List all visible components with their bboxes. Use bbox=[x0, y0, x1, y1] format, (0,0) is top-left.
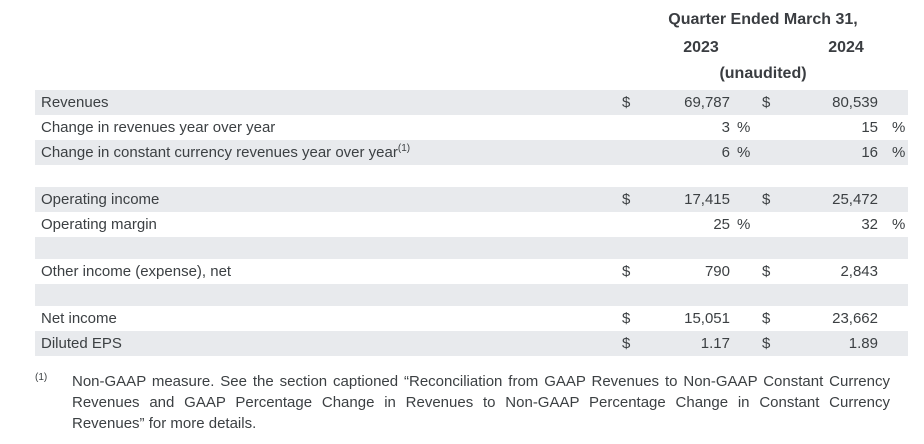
currency-symbol-2024: $ bbox=[762, 335, 771, 352]
value-2024: 80,539 bbox=[832, 94, 878, 111]
footnote-line: Revenues” for more details. bbox=[72, 415, 257, 432]
value-2024: 32 bbox=[861, 216, 878, 233]
currency-symbol-2023: $ bbox=[622, 310, 631, 327]
value-2024: 25,472 bbox=[832, 191, 878, 208]
footnote-marker: (1) bbox=[35, 372, 48, 383]
row-label: Operating income bbox=[41, 191, 160, 208]
suffix-2024: % bbox=[892, 119, 906, 136]
table-row-revenues: Revenues $ 69,787 $ 80,539 bbox=[35, 90, 908, 115]
row-label: Revenues bbox=[41, 94, 109, 111]
period-header: Quarter Ended March 31, bbox=[668, 11, 858, 28]
value-2023: 3 bbox=[721, 119, 730, 136]
currency-symbol-2023: $ bbox=[622, 191, 631, 208]
footnote-text: Non-GAAP measure. See the section captio… bbox=[72, 371, 890, 434]
currency-symbol-2023: $ bbox=[622, 335, 631, 352]
value-2024: 15 bbox=[861, 119, 878, 136]
blank-row bbox=[35, 165, 908, 187]
footnote-line: Revenues and GAAP Percentage Change in R… bbox=[72, 394, 890, 411]
unaudited-note: (unaudited) bbox=[719, 65, 807, 82]
suffix-2023: % bbox=[737, 144, 751, 161]
currency-symbol-2023: $ bbox=[622, 94, 631, 111]
footnote: (1) Non-GAAP measure. See the section ca… bbox=[35, 371, 890, 434]
currency-symbol-2024: $ bbox=[762, 191, 771, 208]
table-row-diluted-eps: Diluted EPS $ 1.17 $ 1.89 bbox=[35, 331, 908, 356]
header-spacer bbox=[756, 34, 784, 61]
table-row-operating-margin: Operating margin 25 % 32 % bbox=[35, 212, 908, 237]
row-label: Change in constant currency revenues yea… bbox=[35, 143, 618, 162]
footnote-reference: (1) bbox=[397, 143, 411, 154]
row-label: Diluted EPS bbox=[41, 335, 122, 352]
currency-symbol-2024: $ bbox=[762, 310, 771, 327]
column-header-2023: 2023 bbox=[683, 39, 719, 56]
row-label: Net income bbox=[41, 310, 117, 327]
table-row-other-income: Other income (expense), net $ 790 $ 2,84… bbox=[35, 259, 908, 284]
value-2024: 1.89 bbox=[848, 335, 878, 352]
table-header: Quarter Ended March 31, 2023 2024 (unaud… bbox=[618, 6, 908, 90]
value-2023: 25 bbox=[713, 216, 730, 233]
row-label-text: Change in constant currency revenues yea… bbox=[41, 144, 398, 161]
value-2023: 15,051 bbox=[684, 310, 730, 327]
value-2023: 1.17 bbox=[700, 335, 730, 352]
suffix-2024: % bbox=[892, 144, 906, 161]
row-label: Change in revenues year over year bbox=[41, 119, 276, 136]
row-label: Operating margin bbox=[41, 216, 157, 233]
value-2023: 6 bbox=[721, 144, 730, 161]
footnote-line: Non-GAAP measure. See the section captio… bbox=[72, 373, 890, 390]
value-2023: 17,415 bbox=[684, 191, 730, 208]
suffix-2023: % bbox=[737, 119, 751, 136]
year-header-row: 2023 2024 bbox=[618, 34, 908, 61]
table-row-net-income: Net income $ 15,051 $ 23,662 bbox=[35, 306, 908, 331]
value-2024: 16 bbox=[861, 144, 878, 161]
results-table: Quarter Ended March 31, 2023 2024 (unaud… bbox=[35, 0, 908, 356]
currency-symbol-2024: $ bbox=[762, 94, 771, 111]
table-row-operating-income: Operating income $ 17,415 $ 25,472 bbox=[35, 187, 908, 212]
suffix-2024: % bbox=[892, 216, 906, 233]
value-2024: 2,843 bbox=[840, 263, 878, 280]
row-label: Other income (expense), net bbox=[41, 263, 232, 280]
currency-symbol-2024: $ bbox=[762, 263, 771, 280]
table-row-change-in-revenues: Change in revenues year over year 3 % 15… bbox=[35, 115, 908, 140]
column-header-2024: 2024 bbox=[828, 39, 864, 56]
blank-row-shaded bbox=[35, 284, 908, 306]
value-2023: 790 bbox=[704, 263, 730, 280]
value-2024: 23,662 bbox=[832, 310, 878, 327]
header-spacer bbox=[618, 34, 646, 61]
blank-row-shaded bbox=[35, 237, 908, 259]
value-2023: 69,787 bbox=[684, 94, 730, 111]
currency-symbol-2023: $ bbox=[622, 263, 631, 280]
table-row-change-constant-currency: Change in constant currency revenues yea… bbox=[35, 140, 908, 165]
suffix-2023: % bbox=[737, 216, 751, 233]
